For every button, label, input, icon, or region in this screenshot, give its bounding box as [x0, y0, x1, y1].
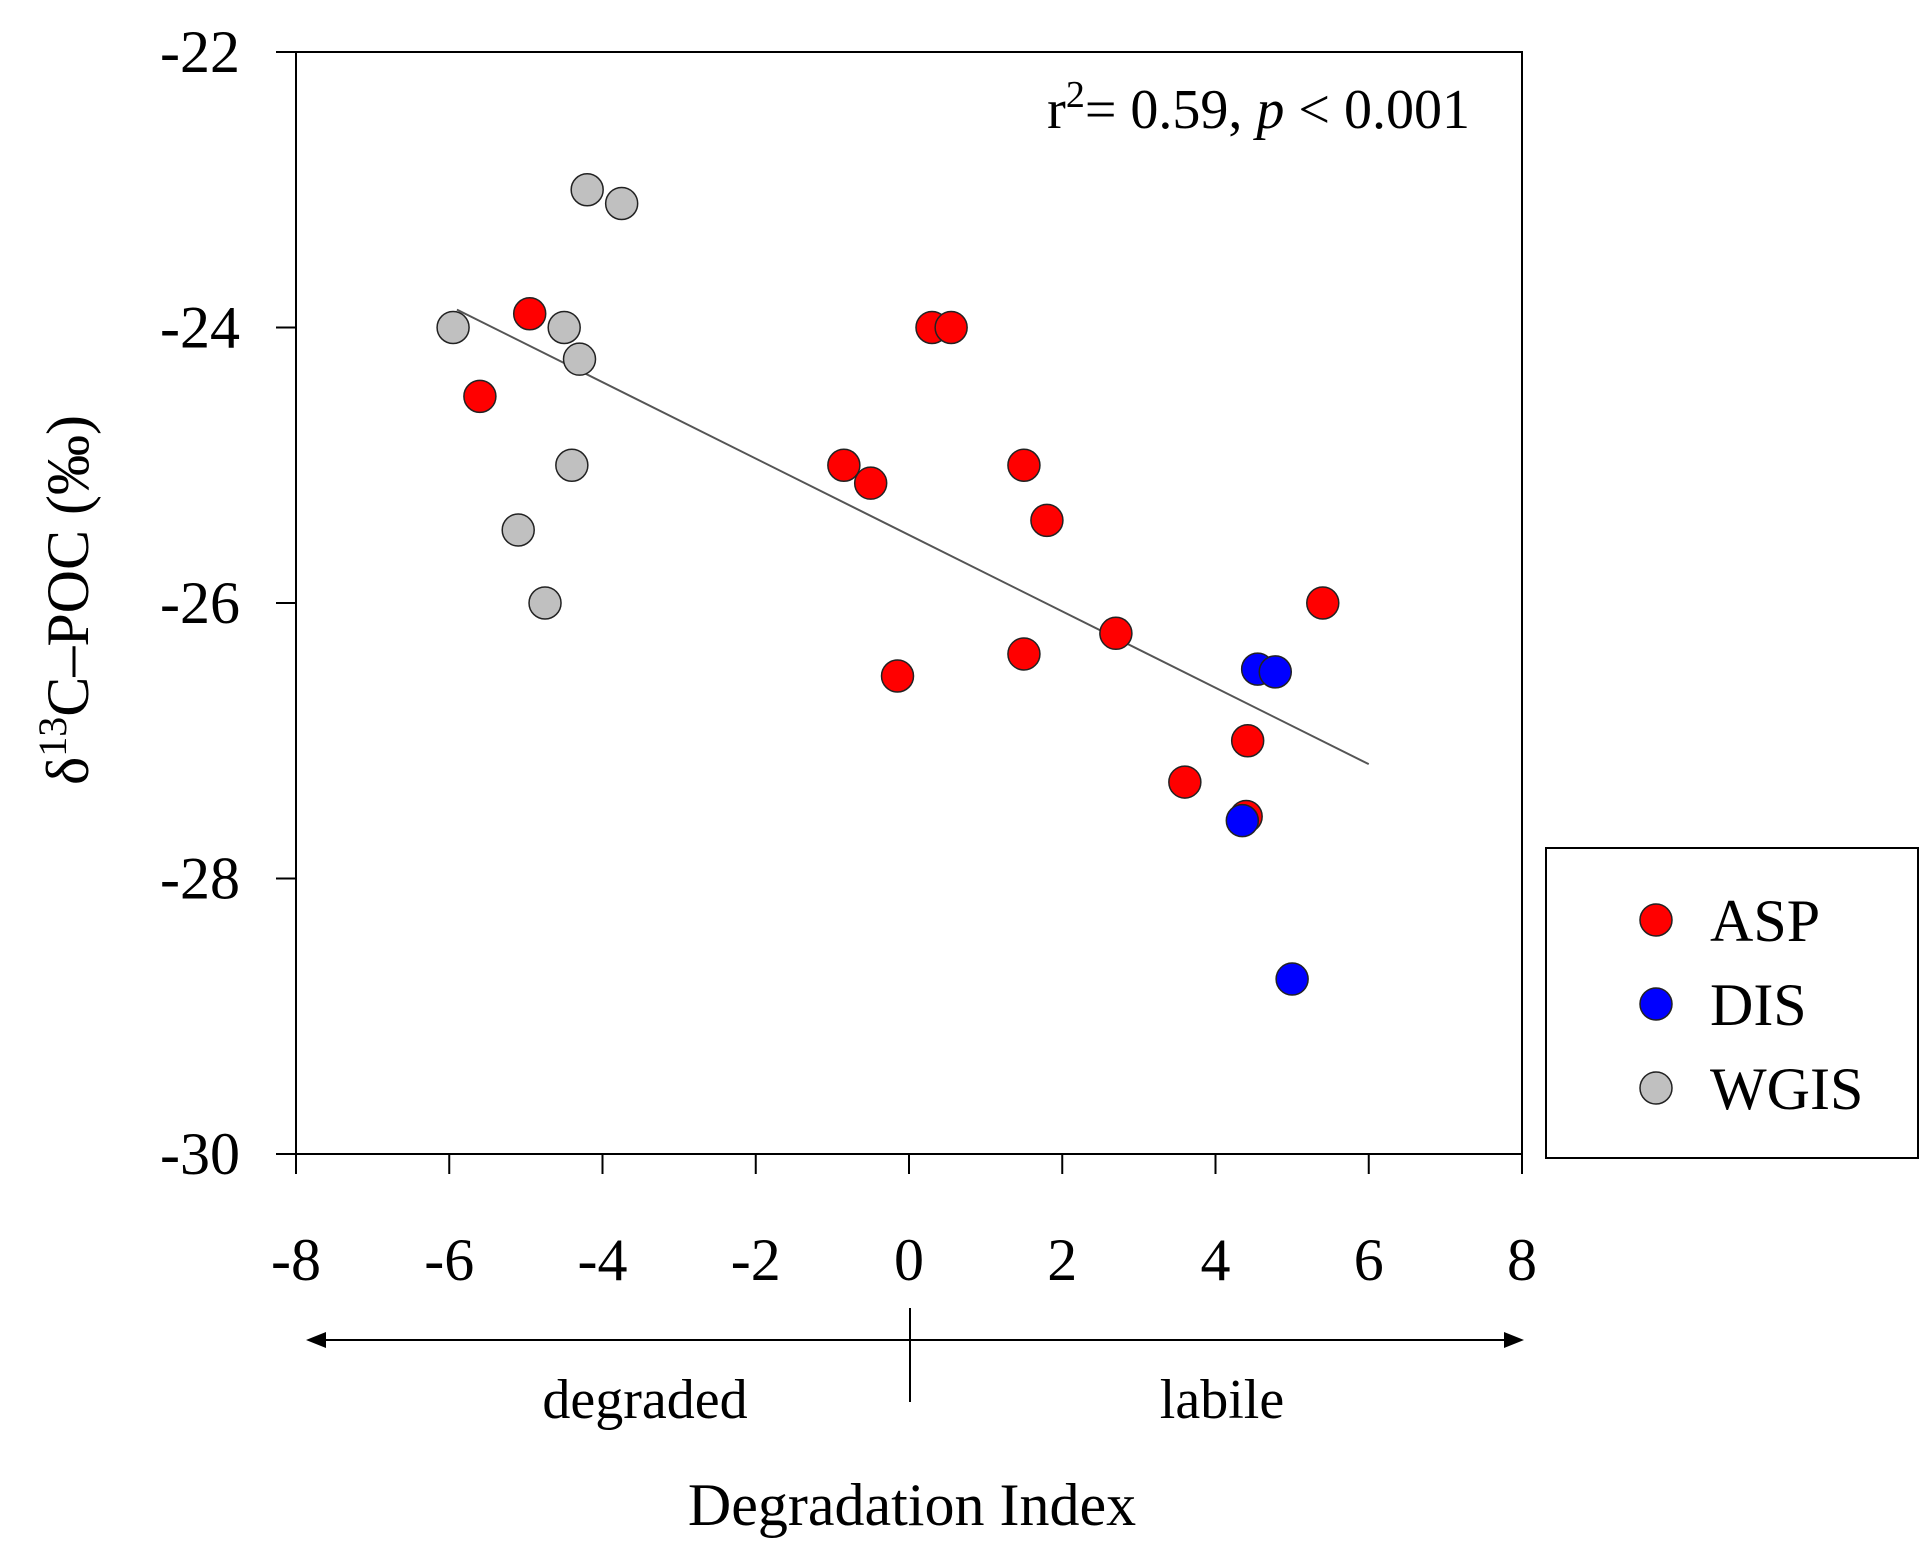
- y-axis-ticks: -30 -28 -26 -24 -22: [160, 19, 296, 1187]
- x-tick-label: -2: [731, 1227, 781, 1293]
- legend-box: [1545, 847, 1919, 1159]
- x-tick-label: 2: [1047, 1227, 1077, 1293]
- x-tick-label: -4: [578, 1227, 628, 1293]
- x-axis-ticks: -8 -6 -4 -2 0 2 4 6 8: [271, 1154, 1537, 1293]
- point-dis: [1258, 655, 1293, 689]
- legend-marker-wgis: [1639, 1071, 1673, 1105]
- point-asp: [853, 466, 888, 500]
- point-wgis: [562, 342, 597, 376]
- data-points: [436, 173, 1340, 996]
- point-wgis: [570, 173, 604, 207]
- y-tick-label: -28: [160, 846, 240, 912]
- degraded-label: degraded: [542, 1369, 747, 1431]
- y-tick-label: -26: [160, 570, 240, 636]
- point-wgis: [604, 186, 639, 221]
- point-asp: [1030, 503, 1064, 538]
- point-asp: [880, 659, 915, 693]
- legend-label-asp: ASP: [1710, 888, 1820, 954]
- point-asp: [1007, 637, 1041, 671]
- point-wgis: [555, 448, 589, 482]
- direction-arrow: [306, 1308, 1524, 1402]
- x-tick-label: -6: [424, 1227, 474, 1293]
- legend-label-dis: DIS: [1710, 972, 1807, 1038]
- y-tick-label: -22: [160, 19, 240, 85]
- regression-line: [456, 308, 1370, 766]
- point-wgis: [501, 513, 535, 547]
- point-asp: [1099, 616, 1133, 651]
- point-asp: [827, 448, 861, 482]
- legend: ASP DIS WGIS: [1545, 847, 1919, 1159]
- point-dis: [1225, 803, 1260, 838]
- x-axis-title: Degradation Index: [688, 1472, 1136, 1538]
- point-wgis: [528, 586, 562, 620]
- y-axis-title: δ13C–POC (‰): [30, 415, 102, 785]
- point-asp: [934, 310, 968, 345]
- x-tick-label: 4: [1201, 1227, 1231, 1293]
- point-asp: [463, 379, 497, 414]
- point-wgis: [547, 310, 581, 345]
- legend-marker-dis: [1639, 987, 1673, 1021]
- x-tick-label: -8: [271, 1227, 321, 1293]
- point-asp: [1168, 765, 1202, 799]
- x-tick-label: 6: [1354, 1227, 1384, 1293]
- point-asp: [1306, 586, 1340, 620]
- legend-marker-asp: [1639, 903, 1673, 937]
- legend-label-wgis: WGIS: [1710, 1056, 1863, 1122]
- point-asp: [512, 296, 547, 331]
- x-tick-label: 0: [894, 1227, 924, 1293]
- point-dis: [1275, 962, 1309, 996]
- stats-annotation: r2= 0.59, p < 0.001: [1047, 74, 1470, 141]
- labile-label: labile: [1160, 1369, 1284, 1431]
- point-asp: [1230, 724, 1265, 758]
- point-wgis: [436, 310, 470, 345]
- x-tick-label: 8: [1507, 1227, 1537, 1293]
- y-tick-label: -24: [160, 295, 240, 361]
- y-tick-label: -30: [160, 1121, 240, 1187]
- point-asp: [1007, 448, 1041, 482]
